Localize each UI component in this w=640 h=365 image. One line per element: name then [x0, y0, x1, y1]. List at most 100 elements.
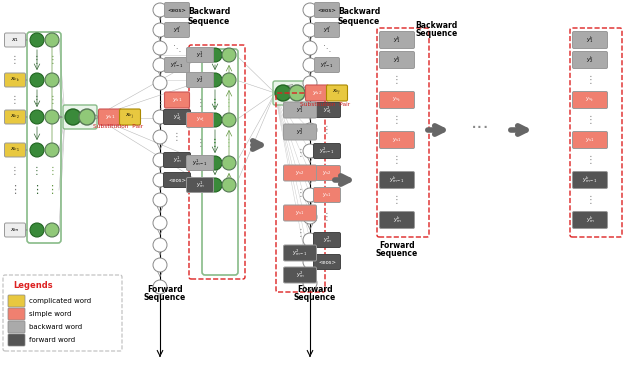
Text: ⋮: ⋮: [195, 98, 205, 108]
Text: $y_{t-1}^d$: $y_{t-1}^d$: [321, 59, 333, 70]
Circle shape: [303, 188, 317, 202]
Text: $y_1^d$: $y_1^d$: [173, 24, 181, 35]
FancyBboxPatch shape: [314, 188, 340, 203]
FancyBboxPatch shape: [380, 31, 415, 49]
Text: $y_{s2}$: $y_{s2}$: [312, 89, 322, 97]
Circle shape: [153, 153, 167, 167]
Text: ⋮: ⋮: [224, 98, 234, 108]
Text: $y_{s1}$: $y_{s1}$: [392, 136, 402, 144]
Text: $y_1^k$: $y_1^k$: [586, 35, 594, 45]
FancyBboxPatch shape: [380, 211, 415, 228]
Text: Sequence: Sequence: [144, 292, 186, 301]
FancyBboxPatch shape: [63, 105, 97, 129]
Circle shape: [303, 103, 317, 117]
Text: ⋮: ⋮: [322, 212, 332, 222]
Text: $y_{s1}$: $y_{s1}$: [172, 96, 182, 104]
FancyBboxPatch shape: [4, 143, 26, 157]
FancyBboxPatch shape: [4, 110, 26, 124]
Text: $y_m^k$: $y_m^k$: [392, 215, 401, 226]
FancyBboxPatch shape: [326, 85, 348, 101]
FancyBboxPatch shape: [284, 102, 317, 118]
Text: ⋮: ⋮: [392, 195, 402, 205]
Text: $y_2^2$: $y_2^2$: [296, 127, 304, 137]
FancyBboxPatch shape: [314, 254, 340, 269]
Text: $x_1$: $x_1$: [11, 36, 19, 44]
Text: Substitution  Pair: Substitution Pair: [93, 124, 143, 130]
Text: ⋮: ⋮: [585, 195, 595, 205]
Circle shape: [208, 178, 222, 192]
FancyBboxPatch shape: [314, 165, 340, 181]
Circle shape: [222, 48, 236, 62]
Text: ⋮: ⋮: [210, 98, 220, 108]
FancyBboxPatch shape: [305, 85, 328, 101]
Text: ···: ···: [470, 119, 490, 138]
Circle shape: [275, 85, 291, 101]
FancyBboxPatch shape: [186, 177, 214, 192]
FancyBboxPatch shape: [573, 51, 607, 69]
Circle shape: [153, 216, 167, 230]
Circle shape: [79, 109, 95, 125]
Text: ⋮: ⋮: [585, 155, 595, 165]
Text: Forward: Forward: [379, 241, 415, 250]
Text: ⋮: ⋮: [210, 138, 220, 148]
FancyBboxPatch shape: [380, 92, 415, 108]
FancyBboxPatch shape: [284, 124, 317, 140]
FancyBboxPatch shape: [314, 103, 340, 118]
Circle shape: [45, 143, 59, 157]
Circle shape: [30, 143, 44, 157]
Text: Sequence: Sequence: [294, 292, 336, 301]
Text: $y_{s2}$: $y_{s2}$: [323, 169, 332, 177]
Text: ⋮: ⋮: [295, 148, 305, 158]
Text: ⋮: ⋮: [195, 138, 205, 148]
Text: $y_m^1$: $y_m^1$: [173, 155, 181, 165]
FancyBboxPatch shape: [4, 223, 26, 237]
Text: ⋮: ⋮: [32, 95, 42, 105]
Text: $y_{m-1}^k$: $y_{m-1}^k$: [389, 174, 405, 185]
FancyBboxPatch shape: [4, 33, 26, 47]
Circle shape: [153, 23, 167, 37]
Text: <eos>: <eos>: [168, 8, 186, 12]
FancyBboxPatch shape: [4, 73, 26, 87]
Text: ⋮: ⋮: [392, 155, 402, 165]
Text: $x_{c_k}$: $x_{c_k}$: [10, 76, 20, 84]
Circle shape: [303, 276, 317, 290]
Circle shape: [65, 109, 81, 125]
Circle shape: [303, 41, 317, 55]
Text: $y_1^d$: $y_1^d$: [323, 24, 331, 35]
Text: Backward: Backward: [188, 8, 230, 16]
Text: ⋮: ⋮: [31, 185, 43, 195]
Circle shape: [153, 76, 167, 90]
FancyBboxPatch shape: [186, 47, 214, 62]
FancyBboxPatch shape: [314, 143, 340, 158]
Circle shape: [45, 110, 59, 124]
FancyBboxPatch shape: [573, 172, 607, 188]
Circle shape: [303, 210, 317, 224]
Text: forward word: forward word: [29, 337, 75, 343]
FancyBboxPatch shape: [573, 131, 607, 149]
Circle shape: [153, 280, 167, 294]
Text: Substitution  Pair: Substitution Pair: [300, 101, 350, 107]
Text: Backward: Backward: [415, 20, 457, 30]
Text: $y_2^k$: $y_2^k$: [586, 55, 594, 65]
Text: ⋮: ⋮: [210, 138, 220, 148]
FancyBboxPatch shape: [164, 58, 189, 73]
Text: ⋮: ⋮: [47, 95, 57, 105]
Circle shape: [153, 41, 167, 55]
Text: ⋮: ⋮: [47, 185, 58, 195]
Circle shape: [153, 173, 167, 187]
Text: Sequence: Sequence: [188, 16, 230, 26]
Text: ⋮: ⋮: [10, 55, 20, 65]
Text: $x_m$: $x_m$: [10, 226, 20, 234]
Text: $y_m^k$: $y_m^k$: [586, 215, 595, 226]
Text: $y_{m-1}^2$: $y_{m-1}^2$: [319, 146, 335, 156]
Text: <eos>: <eos>: [317, 8, 337, 12]
Text: ⋮: ⋮: [210, 98, 220, 108]
Text: Backward: Backward: [338, 8, 380, 16]
Circle shape: [303, 255, 317, 269]
Text: $y_{m-1}^k$: $y_{m-1}^k$: [582, 174, 598, 185]
FancyBboxPatch shape: [186, 112, 214, 127]
Text: <eos>: <eos>: [168, 177, 186, 182]
FancyBboxPatch shape: [186, 155, 214, 170]
Text: Forward: Forward: [147, 284, 183, 293]
Text: $x_{c_2}$: $x_{c_2}$: [10, 113, 20, 121]
